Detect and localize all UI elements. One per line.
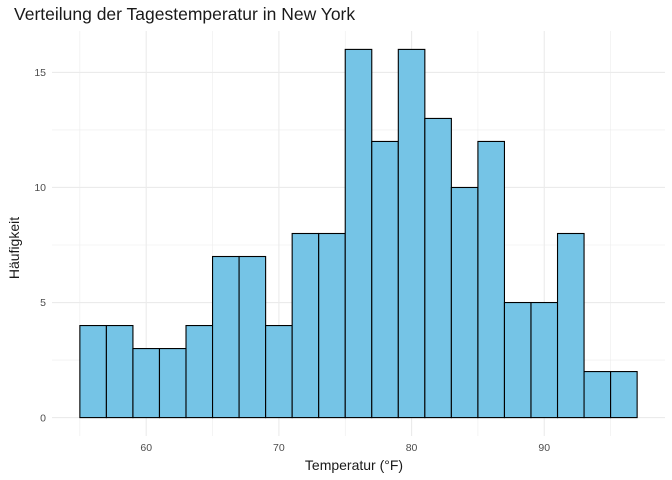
- histogram-bar: [265, 324, 293, 419]
- histogram-bar: [291, 232, 320, 419]
- histogram-bars: [79, 48, 638, 419]
- x-tick-label: 90: [538, 442, 550, 454]
- histogram-bar: [79, 324, 107, 419]
- y-tick-label: 5: [40, 297, 46, 309]
- histogram-bar: [530, 301, 559, 419]
- y-tick-label: 10: [34, 182, 46, 194]
- histogram-bar: [318, 232, 346, 419]
- x-tick-label: 80: [406, 442, 418, 454]
- histogram-bar: [211, 255, 240, 419]
- histogram-bar: [583, 371, 612, 419]
- chart-title: Verteilung der Tagestemperatur in New Yo…: [14, 4, 356, 24]
- histogram-bar: [105, 324, 134, 419]
- histogram-bar: [344, 48, 373, 419]
- histogram-bar: [158, 348, 187, 419]
- histogram-bar: [610, 371, 638, 419]
- histogram-bar: [477, 140, 506, 419]
- tick-labels: 60 70 80 90 0 5 10 15: [34, 67, 550, 454]
- histogram-bar: [371, 140, 399, 419]
- histogram-bar: [238, 255, 267, 419]
- histogram-bar: [397, 48, 426, 419]
- histogram-bar: [424, 117, 452, 419]
- histogram-bar: [556, 232, 585, 419]
- histogram-bar: [503, 301, 532, 419]
- x-axis-title: Temperatur (°F): [305, 457, 403, 473]
- histogram-bar: [450, 186, 479, 419]
- y-axis-title: Häufigkeit: [6, 217, 22, 279]
- x-tick-label: 70: [273, 442, 285, 454]
- histogram-bar: [132, 348, 161, 419]
- x-tick-label: 60: [140, 442, 152, 454]
- histogram-bar: [185, 324, 214, 419]
- y-tick-label: 0: [40, 412, 46, 424]
- y-tick-label: 15: [34, 67, 46, 79]
